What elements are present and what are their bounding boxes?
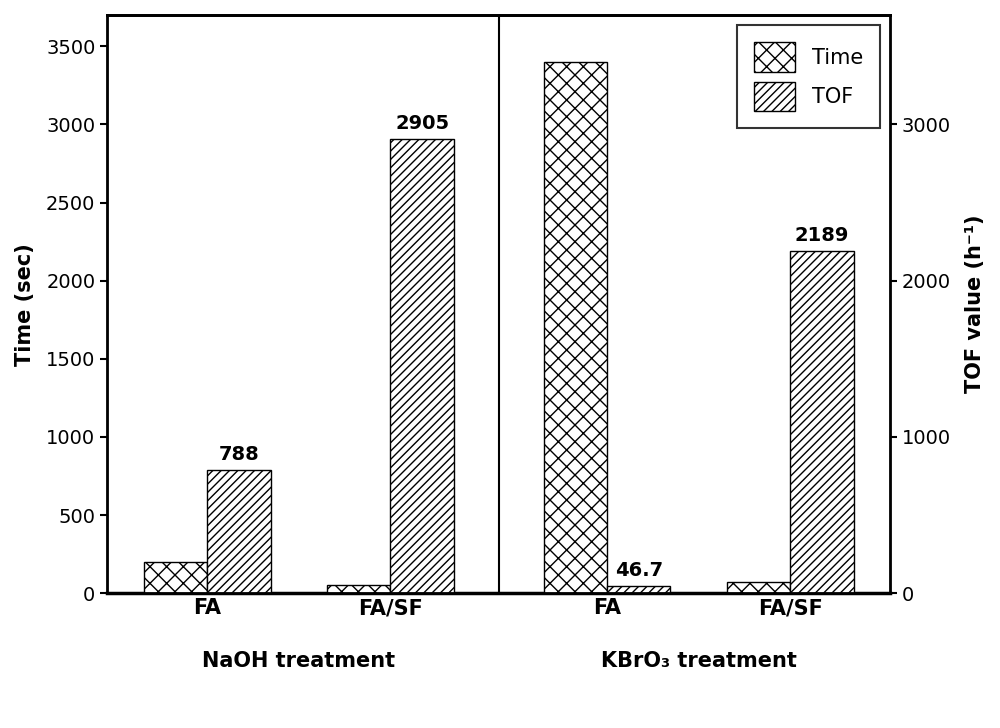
Text: 46.7: 46.7 [615, 561, 663, 579]
Text: 2189: 2189 [795, 226, 849, 245]
Legend: Time, TOF: Time, TOF [737, 25, 880, 128]
Y-axis label: Time (sec): Time (sec) [15, 242, 35, 365]
Bar [790, 251, 854, 593]
Bar [327, 585, 390, 593]
Bar [727, 582, 790, 593]
Y-axis label: TOF value (h⁻¹): TOF value (h⁻¹) [965, 215, 985, 393]
Bar [544, 62, 607, 593]
Text: KBrO₃ treatment: KBrO₃ treatment [601, 651, 797, 671]
Text: NaOH treatment: NaOH treatment [202, 651, 395, 671]
Bar [607, 586, 670, 593]
Text: 2905: 2905 [395, 114, 449, 133]
Bar [207, 470, 271, 593]
Bar [390, 139, 454, 593]
Text: 788: 788 [219, 445, 259, 464]
Bar [144, 562, 207, 593]
